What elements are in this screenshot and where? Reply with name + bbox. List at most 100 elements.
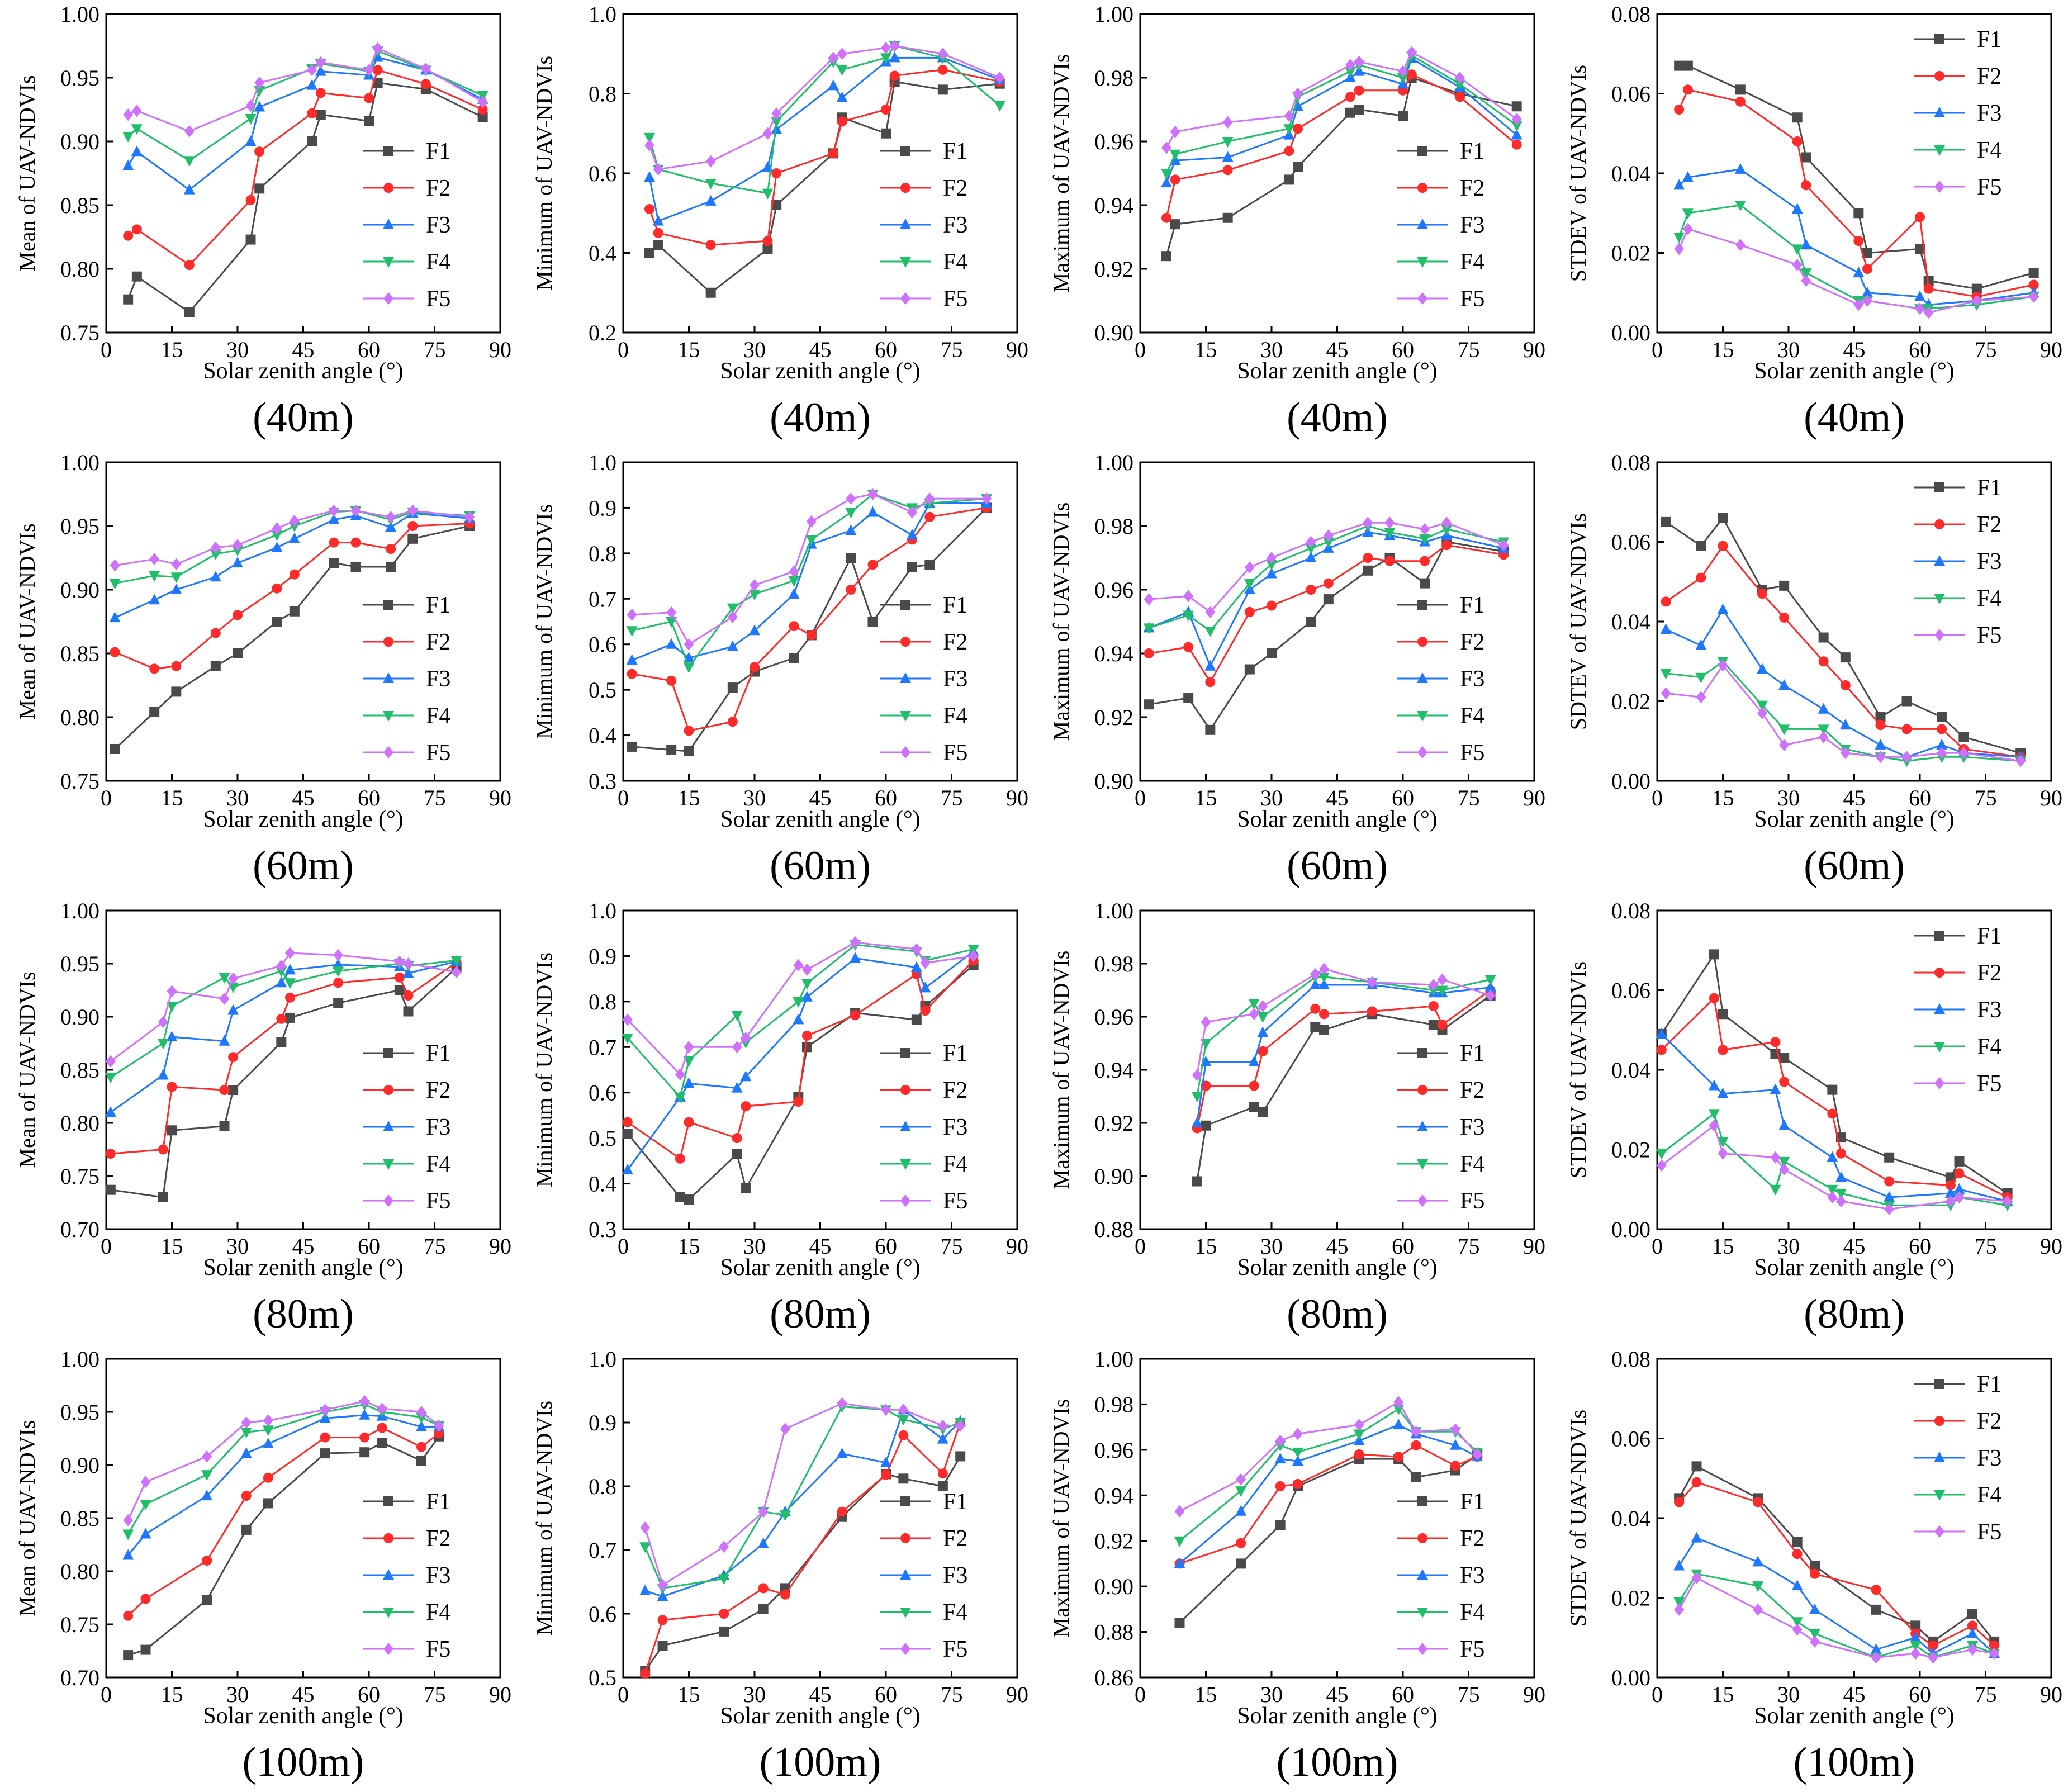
legend-label: F2 (943, 1078, 967, 1103)
data-point-F4 (779, 1510, 791, 1521)
data-point-F4 (1204, 627, 1216, 638)
data-point-F3 (1393, 1419, 1405, 1430)
data-point-F3 (1734, 163, 1746, 174)
x-tick-label: 90 (1006, 337, 1028, 362)
y-tick-label: 0.00 (1611, 320, 1650, 345)
data-point-F5 (420, 63, 431, 75)
y-tick-label: 1.00 (1094, 450, 1133, 475)
legend-label: F5 (1977, 1519, 2001, 1545)
data-point-F5 (1656, 1159, 1667, 1172)
data-point-F3 (1161, 177, 1172, 188)
data-point-F2 (675, 1153, 685, 1164)
data-point-F3 (1914, 290, 1925, 301)
data-point-F3 (1484, 981, 1496, 992)
data-point-F3 (801, 990, 813, 1002)
data-point-F5 (219, 992, 230, 1005)
legend-marker-F3 (1934, 1003, 1945, 1014)
legend-label: F3 (943, 666, 967, 692)
data-point-F1 (727, 682, 738, 693)
y-tick-label: 0.98 (1094, 65, 1133, 91)
data-point-F1 (167, 1125, 177, 1136)
legend-label: F3 (1460, 1563, 1484, 1589)
data-point-F5 (1161, 141, 1171, 154)
data-point-F5 (1485, 989, 1496, 1002)
y-tick-label: 1.00 (1094, 2, 1133, 27)
data-point-F5 (350, 504, 361, 517)
x-tick-label: 0 (1135, 337, 1146, 362)
panel-caption: (80m) (253, 1291, 354, 1337)
y-tick-label: 0.90 (1094, 769, 1133, 794)
x-tick-label: 15 (161, 337, 183, 362)
x-tick-label: 90 (489, 785, 511, 810)
legend-label: F2 (1977, 512, 2001, 538)
data-point-F5 (1945, 1195, 1956, 1208)
legend-marker-F2 (900, 1085, 910, 1095)
x-tick-label: 0 (618, 785, 629, 810)
data-point-F5 (171, 558, 182, 571)
y-tick-label: 0.85 (60, 193, 99, 218)
y-tick-label: 0.3 (589, 769, 616, 794)
data-point-F3 (122, 1549, 134, 1560)
data-point-F1 (911, 1014, 922, 1025)
data-point-F5 (1498, 539, 1509, 552)
legend-marker-F4 (1417, 257, 1428, 268)
legend-marker-F2 (383, 1533, 393, 1543)
data-point-F5 (241, 1416, 252, 1429)
legend-label: F4 (1977, 1034, 2001, 1060)
data-point-F2 (889, 70, 900, 81)
y-tick-label: 0.85 (60, 1506, 99, 1531)
data-point-F5 (837, 48, 847, 60)
legend-marker-F5 (1417, 1643, 1427, 1655)
data-point-F3 (1708, 1079, 1720, 1091)
data-point-F2 (867, 560, 878, 570)
x-tick-label: 15 (678, 337, 700, 362)
data-point-F4 (1318, 972, 1330, 983)
data-point-F2 (359, 1432, 370, 1443)
data-point-F2 (1222, 165, 1233, 176)
data-point-F5 (2002, 1195, 2013, 1208)
y-tick-label: 0.92 (1094, 705, 1133, 730)
x-tick-label: 30 (1777, 1682, 1800, 1707)
data-point-F3 (1450, 1439, 1461, 1450)
data-point-F5 (1363, 516, 1373, 529)
data-point-F4 (1174, 1536, 1185, 1547)
data-point-F4 (683, 1056, 695, 1067)
data-point-F1 (416, 1456, 426, 1466)
y-tick-label: 0.90 (1094, 1164, 1133, 1189)
data-point-F1 (210, 661, 221, 671)
legend-marker-F5 (1417, 746, 1427, 758)
y-axis-label: Maximum of UAV-NDVIs (1049, 1399, 1074, 1638)
data-point-F2 (1367, 1006, 1378, 1017)
data-point-F1 (1696, 541, 1706, 551)
x-tick-label: 75 (941, 1682, 963, 1707)
data-point-F2 (219, 1085, 230, 1096)
x-tick-label: 90 (1006, 1234, 1028, 1259)
series-line-F1 (1149, 541, 1504, 732)
data-point-F5 (1682, 222, 1693, 235)
x-axis-label: Solar zenith angle (°) (1754, 1255, 1955, 1281)
legend-marker-F3 (900, 1121, 911, 1131)
x-axis-label: Solar zenith angle (°) (1237, 807, 1438, 832)
data-point-F5 (1757, 707, 1767, 719)
data-point-F1 (1398, 111, 1408, 121)
legend-label: F2 (426, 629, 450, 655)
data-point-F5 (627, 608, 637, 621)
data-point-F5 (867, 488, 878, 500)
legend-label: F2 (1977, 960, 2001, 986)
y-tick-label: 0.00 (1611, 1665, 1650, 1690)
data-point-F5 (640, 1521, 651, 1534)
data-point-F1 (1201, 1120, 1211, 1131)
x-tick-label: 30 (226, 1234, 249, 1259)
data-point-F5 (1853, 298, 1864, 311)
data-point-F2 (1757, 589, 1767, 599)
data-point-F4 (718, 1574, 730, 1585)
x-tick-label: 15 (1195, 785, 1217, 810)
data-point-F2 (684, 1117, 694, 1127)
data-point-F3 (271, 541, 283, 552)
data-point-F1 (110, 744, 120, 754)
x-tick-label: 30 (1260, 337, 1283, 362)
x-tick-label: 15 (161, 1682, 183, 1707)
data-point-F5 (289, 514, 300, 527)
series-line-F2 (110, 961, 457, 1155)
y-tick-label: 0.96 (1094, 1438, 1133, 1463)
